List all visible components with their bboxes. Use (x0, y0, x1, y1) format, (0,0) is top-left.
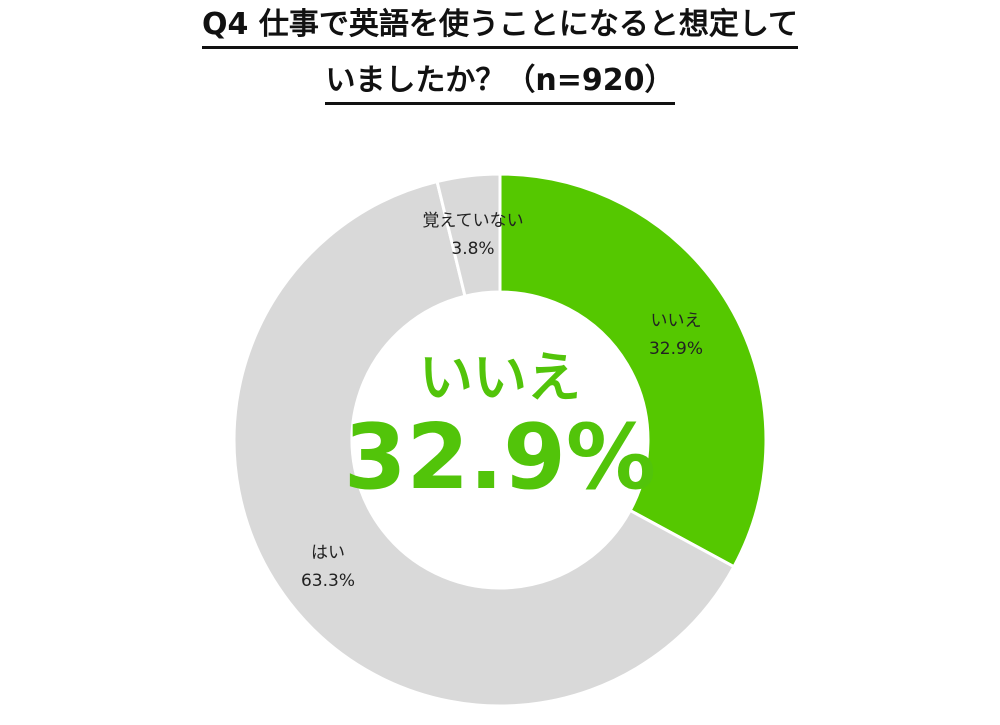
center-category-label: いいえ (419, 346, 581, 409)
donut-slice-0 (498, 172, 768, 569)
slice-label-1: はい (311, 543, 345, 563)
center-value-label: 32.9% (344, 405, 656, 510)
donut-slices (232, 172, 768, 708)
slice-label-2: 覚えていない (422, 211, 523, 231)
donut-slice-2 (435, 172, 502, 299)
chart-title-line-2: いましたか？（n=920） (0, 66, 1000, 105)
chart-title-line-1: Q4 仕事で英語を使うことになると想定して (0, 10, 1000, 49)
slice-label-0: いいえ (651, 311, 702, 331)
donut-slice-1 (232, 179, 736, 708)
slice-value-label-2: 3.8% (451, 239, 494, 259)
slice-value-label-1: 63.3% (301, 571, 355, 591)
slice-value-label-0: 32.9% (649, 339, 703, 359)
